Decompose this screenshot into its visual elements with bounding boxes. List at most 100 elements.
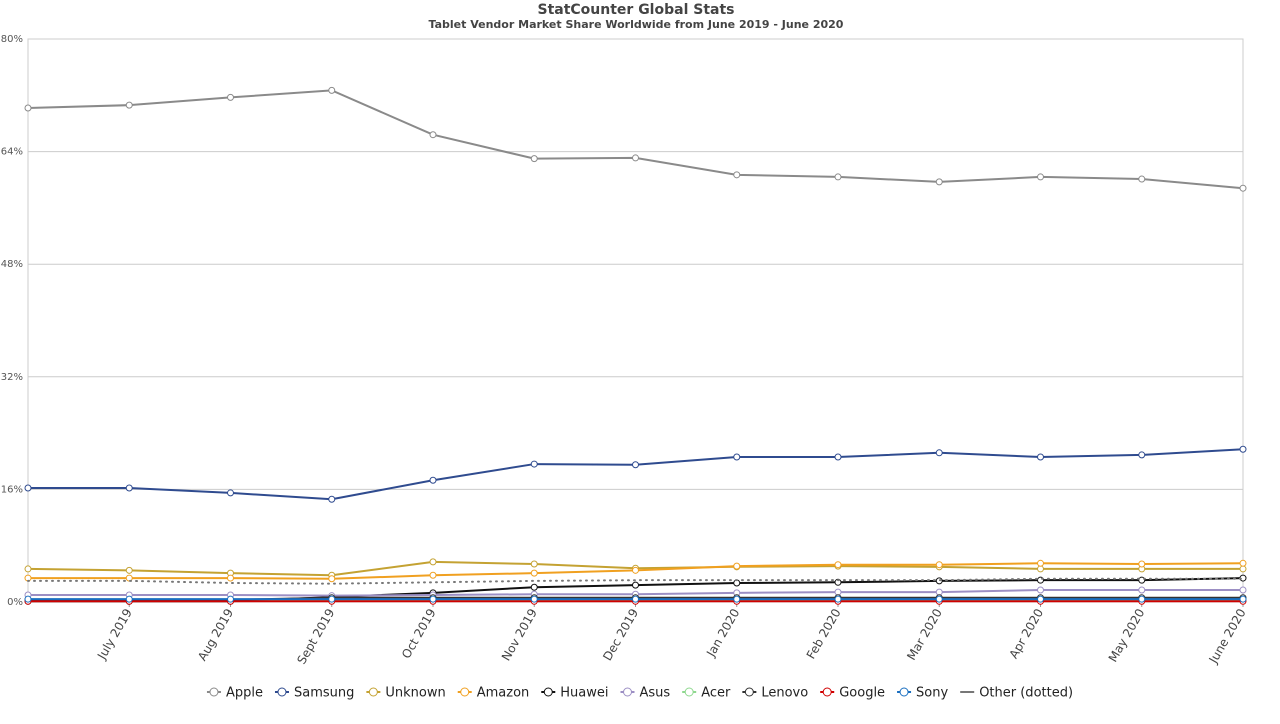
legend-label: Sony <box>916 686 948 701</box>
data-point <box>935 178 943 186</box>
data-point <box>733 453 741 461</box>
data-point <box>834 588 842 596</box>
data-point <box>429 131 437 139</box>
y-tick-label: 0% <box>7 597 23 608</box>
data-point <box>227 93 234 101</box>
data-point <box>24 565 32 573</box>
data-point <box>733 562 741 570</box>
legend-swatch <box>822 687 832 697</box>
data-point <box>328 86 336 94</box>
data-point <box>24 104 32 112</box>
data-point <box>1037 173 1044 181</box>
data-point <box>530 569 538 577</box>
data-point <box>1239 559 1247 567</box>
data-point <box>125 566 133 574</box>
legend-item: Sony <box>897 686 948 701</box>
data-point <box>429 571 437 579</box>
data-point <box>733 595 741 603</box>
series-line <box>28 448 1244 501</box>
data-point <box>632 595 639 603</box>
x-tick-label: Nov 2019 <box>499 606 540 663</box>
legend-item: Google <box>820 686 885 701</box>
data-point <box>530 460 538 468</box>
data-point <box>1138 560 1146 568</box>
y-tick-label: 64% <box>1 147 23 158</box>
legend-label: Huawei <box>560 686 608 701</box>
data-point <box>227 574 234 582</box>
data-point <box>1239 184 1247 192</box>
data-point <box>632 461 639 469</box>
x-tick-label: May 2020 <box>1106 606 1148 664</box>
data-point <box>530 155 538 163</box>
data-point <box>530 583 538 591</box>
legend-swatch <box>744 687 754 697</box>
data-point <box>125 595 133 603</box>
legend-swatch <box>623 687 633 697</box>
x-tick-label: Apr 2020 <box>1006 606 1046 661</box>
legend-swatch <box>277 687 287 697</box>
legend-item: Asus <box>620 686 670 701</box>
data-point <box>834 173 842 181</box>
legend-swatch <box>899 687 909 697</box>
data-point <box>632 581 639 589</box>
data-point <box>1239 586 1247 594</box>
data-point <box>1037 453 1044 461</box>
x-tick-label: July 2019 <box>94 606 135 662</box>
x-tick-label: Mar 2020 <box>904 606 945 662</box>
y-tick-label: 32% <box>1 372 23 383</box>
data-point <box>935 595 943 603</box>
legend-item: Apple <box>206 686 263 701</box>
chart-title: StatCounter Global Stats <box>537 2 734 18</box>
data-point <box>632 154 639 162</box>
data-point <box>1037 595 1044 603</box>
x-tick-label: Jan 2020 <box>703 606 742 660</box>
series-line <box>27 577 1244 585</box>
data-point <box>1037 586 1044 594</box>
legend-label: Other (dotted) <box>979 686 1073 701</box>
data-point <box>125 484 133 492</box>
data-point <box>328 495 336 503</box>
legend-label: Amazon <box>477 686 530 701</box>
data-point <box>1138 595 1146 603</box>
data-point <box>429 476 437 484</box>
data-point <box>125 101 133 109</box>
data-point <box>328 595 336 603</box>
plot-frame <box>27 38 1244 603</box>
data-point <box>935 561 943 569</box>
legend-label: Apple <box>226 686 263 701</box>
legend: Apple Samsung Unknown Amazon Huawei Asus Acer L… <box>206 686 1073 701</box>
x-tick-label: June 2020 <box>1206 606 1249 666</box>
y-tick-label: 80% <box>1 34 23 45</box>
data-point <box>429 595 437 603</box>
legend-label: Samsung <box>294 686 354 701</box>
data-point <box>632 566 639 574</box>
y-tick-label: 48% <box>1 259 23 270</box>
data-point <box>24 484 32 492</box>
legend-swatch <box>209 687 219 697</box>
data-point <box>733 171 741 179</box>
data-point <box>834 561 842 569</box>
data-point <box>1239 445 1247 453</box>
legend-item: Samsung <box>274 686 354 701</box>
data-point <box>530 560 538 568</box>
data-point <box>1138 586 1146 594</box>
x-tick-label: Feb 2020 <box>804 606 844 661</box>
data-point <box>935 449 943 457</box>
legend-swatch <box>543 687 553 697</box>
legend-item: Lenovo <box>742 686 808 701</box>
legend-label: Lenovo <box>761 686 808 701</box>
legend-item: Unknown <box>366 686 446 701</box>
legend-label: Unknown <box>385 686 445 701</box>
y-tick-label: 16% <box>1 484 23 495</box>
data-point <box>429 558 437 566</box>
legend-item: Huawei <box>541 686 609 701</box>
x-tick-label: Oct 2019 <box>399 606 439 661</box>
data-point <box>1037 565 1044 573</box>
data-point <box>1239 595 1247 603</box>
data-point <box>935 588 943 596</box>
data-point <box>1037 559 1044 567</box>
x-tick-label: Aug 2019 <box>195 606 236 663</box>
data-point <box>1138 175 1146 183</box>
data-point <box>530 595 538 603</box>
